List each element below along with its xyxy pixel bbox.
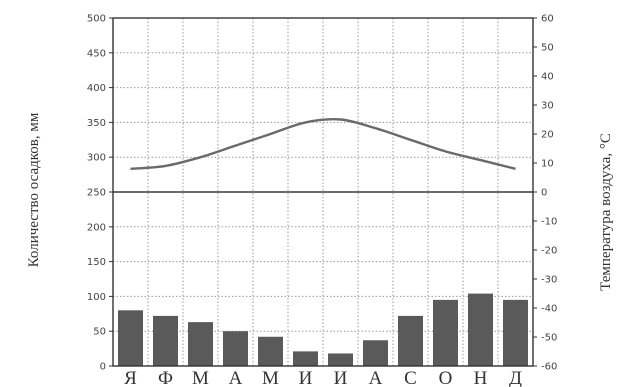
precipitation-bar xyxy=(328,353,353,366)
right-tick-label: 0 xyxy=(541,188,547,199)
month-label: М xyxy=(262,368,279,387)
left-tick-label: 150 xyxy=(87,257,106,268)
right-tick-label: 30 xyxy=(541,101,554,112)
month-label: И xyxy=(334,368,348,387)
right-tick-label: 50 xyxy=(541,43,554,54)
left-tick-label: 450 xyxy=(87,48,106,59)
right-tick-label: 20 xyxy=(541,130,554,141)
right-tick-label: -20 xyxy=(541,246,557,257)
month-label: И xyxy=(299,368,313,387)
precipitation-bar xyxy=(398,315,423,366)
precipitation-bar xyxy=(363,340,388,366)
precipitation-bar xyxy=(468,293,493,366)
left-tick-label: 400 xyxy=(87,83,106,94)
right-tick-label: 60 xyxy=(541,14,554,25)
precipitation-bar xyxy=(293,351,318,366)
precipitation-bar xyxy=(153,315,178,366)
month-label: Я xyxy=(124,368,137,387)
right-tick-label: -10 xyxy=(541,217,557,228)
right-tick-label: -50 xyxy=(541,333,557,344)
temperature-line xyxy=(130,118,516,170)
precipitation-bar xyxy=(188,322,213,366)
left-tick-label: 500 xyxy=(87,14,106,25)
month-label: О xyxy=(439,368,453,387)
grid xyxy=(113,18,533,366)
month-label: Ф xyxy=(158,368,173,387)
left-tick-label: 300 xyxy=(87,153,106,164)
precipitation-bars xyxy=(118,293,528,366)
month-label: С xyxy=(404,368,417,387)
left-tick-label: 350 xyxy=(87,118,106,129)
precipitation-bar xyxy=(223,331,248,366)
left-tick-label: 50 xyxy=(93,327,106,338)
right-tick-label: 40 xyxy=(541,72,554,83)
month-label: Н xyxy=(474,368,488,387)
precipitation-bar xyxy=(503,299,528,366)
left-tick-label: 250 xyxy=(87,188,106,199)
right-tick-label: -30 xyxy=(541,275,557,286)
left-tick-label: 0 xyxy=(100,362,106,373)
month-label: Д xyxy=(509,368,522,387)
right-tick-label: -40 xyxy=(541,304,557,315)
month-label: А xyxy=(229,368,243,387)
precipitation-bar xyxy=(118,310,143,366)
month-label: М xyxy=(192,368,209,387)
right-axis-title: Температура воздуха, °С xyxy=(598,133,614,291)
right-tick-label: -60 xyxy=(541,362,557,373)
precipitation-bar xyxy=(258,336,283,366)
right-tick-label: 10 xyxy=(541,159,554,170)
month-label: А xyxy=(369,368,383,387)
left-tick-label: 100 xyxy=(87,292,106,303)
left-axis-title: Количество осадков, мм xyxy=(26,112,42,267)
left-tick-label: 200 xyxy=(87,222,106,233)
right-axis-ticks: 60 50 40 30 20 10 0 -10 -20 -30 -40 -50 -60 xyxy=(533,14,557,373)
precipitation-bar xyxy=(433,299,458,366)
